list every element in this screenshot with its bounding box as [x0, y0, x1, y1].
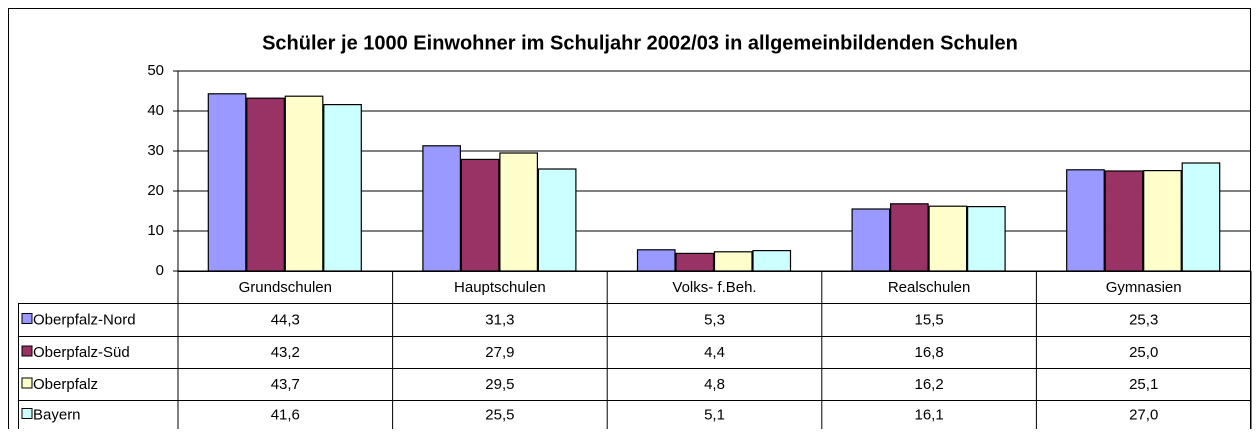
legend-label: Oberpfalz-Nord — [33, 311, 136, 328]
bar — [752, 250, 792, 272]
legend-label: Oberpfalz-Süd — [33, 344, 130, 361]
y-tick-label: 40 — [147, 102, 164, 119]
bar — [928, 205, 968, 272]
table-value: 41,6 — [271, 406, 300, 423]
table-value: 4,8 — [704, 376, 725, 393]
table-value: 16,2 — [914, 376, 943, 393]
bar — [323, 103, 362, 272]
bar — [636, 249, 676, 272]
y-tick-label: 30 — [147, 142, 164, 159]
y-tick-label: 0 — [156, 262, 164, 279]
table-value: 16,1 — [914, 406, 943, 423]
bar — [246, 97, 285, 272]
legend-label: Oberpfalz — [33, 376, 98, 393]
y-tick-label: 50 — [147, 62, 164, 79]
bar — [851, 208, 891, 272]
bar — [1066, 169, 1105, 272]
table-value: 15,5 — [914, 311, 943, 328]
bar — [207, 93, 247, 272]
legend-swatch — [21, 345, 33, 357]
table-value: 27,9 — [485, 344, 514, 361]
table-value: 5,1 — [704, 406, 725, 423]
table-value: 5,3 — [704, 311, 725, 328]
table-value: 25,1 — [1129, 376, 1158, 393]
bar — [713, 251, 753, 272]
legend-swatch — [21, 377, 33, 389]
legend-swatch — [21, 313, 33, 324]
x-tick-label: Grundschulen — [239, 279, 332, 296]
table-value: 25,5 — [485, 406, 514, 423]
bar — [499, 152, 538, 272]
table-value: 43,7 — [271, 376, 300, 393]
y-tick-label: 20 — [147, 182, 164, 199]
bar — [966, 206, 1006, 272]
bar — [537, 168, 577, 272]
table-value: 44,3 — [271, 311, 300, 328]
table-value: 25,3 — [1129, 311, 1158, 328]
table-value: 43,2 — [271, 344, 300, 361]
bar — [422, 145, 461, 272]
table-value: 29,5 — [485, 376, 514, 393]
table-value: 27,0 — [1129, 406, 1158, 423]
bar — [284, 95, 324, 272]
x-tick-label: Realschulen — [888, 279, 971, 296]
bar — [1104, 170, 1144, 272]
legend-label: Bayern — [33, 406, 81, 423]
bar — [889, 203, 929, 272]
table-value: 16,8 — [914, 344, 943, 361]
bar — [1143, 170, 1182, 272]
chart-frame — [8, 8, 1251, 434]
x-tick-label: Gymnasien — [1106, 279, 1182, 296]
bar — [675, 252, 715, 272]
x-tick-label: Volks- f.Beh. — [672, 279, 756, 296]
chart-title: Schüler je 1000 Einwohner im Schuljahr 2… — [262, 32, 1018, 54]
table-value: 31,3 — [485, 311, 514, 328]
table-value: 25,0 — [1129, 344, 1158, 361]
table-value: 4,4 — [704, 344, 725, 361]
bar — [1181, 162, 1221, 272]
y-tick-label: 10 — [147, 222, 164, 239]
bar — [460, 158, 500, 272]
x-tick-label: Hauptschulen — [454, 279, 546, 296]
legend-swatch — [21, 408, 33, 419]
